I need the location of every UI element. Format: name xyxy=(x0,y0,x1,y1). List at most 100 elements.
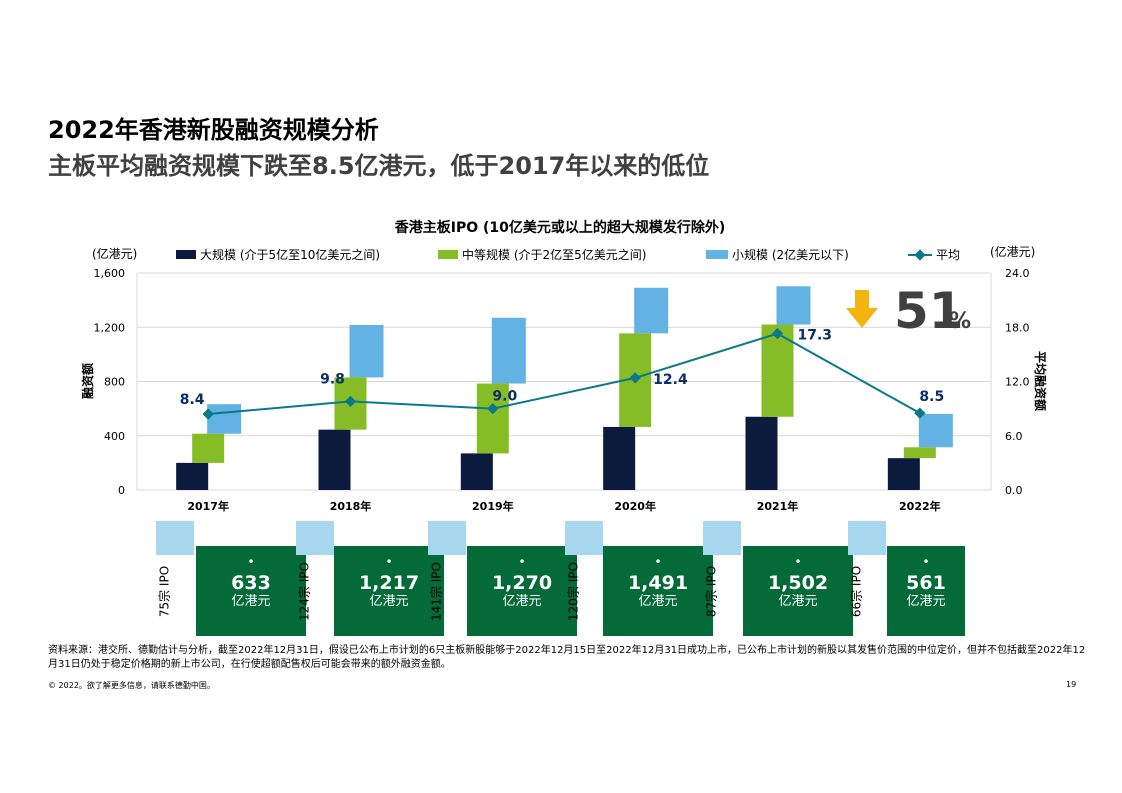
bullet: • xyxy=(794,555,802,569)
y2-tick-label: 18.0 xyxy=(1005,321,1030,334)
x-tick-label: 2018年 xyxy=(330,499,372,513)
bullet: • xyxy=(518,555,526,569)
average-point xyxy=(771,327,784,340)
summary-card: • 1,217 亿港元 xyxy=(334,546,444,636)
card-tab xyxy=(565,521,603,555)
bullet: • xyxy=(247,555,255,569)
legend-swatch xyxy=(176,250,196,259)
y-tick-label: 800 xyxy=(104,376,125,389)
legend-label: 平均 xyxy=(936,248,960,262)
bar-small xyxy=(491,317,526,384)
callout-unit: % xyxy=(949,309,971,334)
page-number: 19 xyxy=(1066,680,1077,689)
ipo-count-label: 75宗 IPO xyxy=(157,565,172,618)
bar-medium xyxy=(903,447,936,459)
total-unit: 亿港元 xyxy=(778,594,818,609)
total-unit: 亿港元 xyxy=(906,594,946,609)
bar-small xyxy=(634,287,669,334)
total-unit: 亿港元 xyxy=(638,594,678,609)
total-unit: 亿港元 xyxy=(502,594,542,609)
page-subtitle: 主板平均融资规模下跌至8.5亿港元，低于2017年以来的低位 xyxy=(48,152,710,180)
source-note: 资料来源：港交所、德勤估计与分析，截至2022年12月31日，假设已公布上市计划… xyxy=(48,645,1086,670)
bar-large xyxy=(887,458,920,490)
y2-tick-label: 6.0 xyxy=(1005,430,1023,443)
total-value: 561 xyxy=(906,572,946,594)
summary-card: • 633 亿港元 xyxy=(196,546,306,636)
callout-value: 51 xyxy=(894,282,964,340)
ipo-count-label: 141宗 IPO xyxy=(429,562,444,621)
chart-title: 香港主板IPO (10亿美元或以上的超大规模发行除外) xyxy=(394,219,726,236)
summary-card: • 561 亿港元 xyxy=(887,546,965,636)
legend-label: 大规模 (介于5亿至10亿美元之间) xyxy=(200,247,380,262)
summary-card: • 1,502 亿港元 xyxy=(743,546,853,636)
x-tick-label: 2020年 xyxy=(614,499,656,513)
summary-card: • 1,491 亿港元 xyxy=(603,546,713,636)
average-label: 12.4 xyxy=(653,372,688,388)
ipo-count-label: 66宗 IPO xyxy=(849,565,864,618)
average-label: 9.0 xyxy=(492,389,517,405)
right-unit: (亿港元) xyxy=(990,244,1035,259)
card-tab xyxy=(428,521,466,555)
ipo-count-label: 87宗 IPO xyxy=(704,565,719,618)
y-tick-label: 1,600 xyxy=(94,267,126,280)
y2-tick-label: 24.0 xyxy=(1005,267,1030,280)
legend-swatch xyxy=(706,250,728,259)
card-tab xyxy=(703,521,741,555)
bar-medium xyxy=(476,383,509,454)
average-label: 9.8 xyxy=(320,371,345,387)
bar-large xyxy=(603,426,636,490)
total-value: 1,270 xyxy=(491,572,553,594)
bar-large xyxy=(745,416,778,490)
total-unit: 亿港元 xyxy=(369,594,409,609)
y-tick-label: 0 xyxy=(118,484,125,497)
average-point xyxy=(344,395,357,408)
average-label: 8.5 xyxy=(919,389,944,405)
legend-swatch xyxy=(438,250,458,259)
x-tick-label: 2022年 xyxy=(899,499,941,513)
bar-small xyxy=(349,324,384,378)
funding-chart: 香港主板IPO (10亿美元或以上的超大规模发行除外) (亿港元) (亿港元) … xyxy=(80,219,1048,513)
x-tick-label: 2017年 xyxy=(187,499,229,513)
y2-axis-title: 平均融资额 xyxy=(1033,351,1048,411)
total-unit: 亿港元 xyxy=(231,594,271,609)
average-point xyxy=(202,408,214,420)
down-arrow-icon xyxy=(846,290,878,328)
y2-tick-label: 0.0 xyxy=(1005,484,1023,497)
bar-small xyxy=(776,286,811,325)
bar-large xyxy=(318,429,351,490)
ipo-count-label: 124宗 IPO xyxy=(297,562,312,621)
y-axis-title: 融资额 xyxy=(80,363,95,399)
legend-label: 小规模 (2亿美元以下) xyxy=(732,247,849,262)
bullet: • xyxy=(654,555,662,569)
average-label: 8.4 xyxy=(180,392,205,408)
total-value: 1,502 xyxy=(767,572,829,594)
bar-small xyxy=(207,404,242,434)
card-tab xyxy=(296,521,334,555)
bullet: • xyxy=(385,555,393,569)
x-tick-label: 2021年 xyxy=(757,499,799,513)
bar-medium xyxy=(192,433,225,463)
page-title: 2022年香港新股融资规模分析 xyxy=(48,116,379,144)
average-line xyxy=(208,332,921,416)
bar-small xyxy=(918,413,953,448)
legend-label: 中等规模 (介于2亿至5亿美元之间) xyxy=(462,247,646,262)
bar-large xyxy=(176,462,209,490)
summary-card: • 1,270 亿港元 xyxy=(467,546,577,636)
average-point xyxy=(629,372,641,384)
legend-marker xyxy=(914,249,926,261)
bullet: • xyxy=(922,555,930,569)
card-tab xyxy=(848,521,886,555)
copyright: © 2022。欲了解更多信息，请联系德勤中国。 xyxy=(48,681,215,690)
bar-large xyxy=(460,453,493,490)
y2-tick-label: 12.0 xyxy=(1005,376,1030,389)
y-tick-label: 400 xyxy=(104,430,125,443)
x-tick-label: 2019年 xyxy=(472,499,514,513)
average-point xyxy=(914,407,926,419)
total-value: 633 xyxy=(231,572,271,594)
card-tab xyxy=(156,521,194,555)
ipo-count-label: 120宗 IPO xyxy=(566,562,581,621)
average-point xyxy=(487,402,499,415)
left-unit: (亿港元) xyxy=(92,246,137,261)
average-label: 17.3 xyxy=(798,328,833,344)
total-value: 1,217 xyxy=(358,572,420,594)
